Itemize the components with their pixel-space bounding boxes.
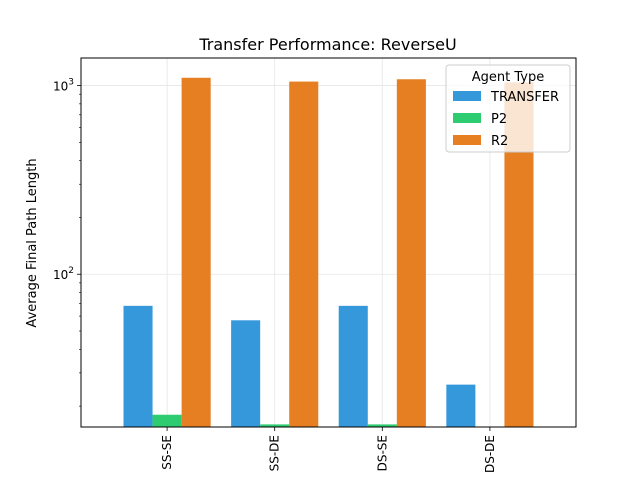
y-axis: 102 103 [53,78,81,407]
bar-transfer-ss-de [231,320,261,427]
y-tick-label: 103 [53,78,74,94]
bar-transfer-ds-se [338,305,368,427]
bar-transfer-ds-de [446,384,476,427]
legend-swatch-r2 [453,135,481,145]
legend-swatch-p2 [453,113,481,123]
legend-swatch-transfer [453,91,481,101]
x-tick-label: SS-DE [268,435,282,471]
legend-label-p2: P2 [491,112,507,127]
legend-title: Agent Type [472,70,544,85]
legend-label-r2: R2 [491,134,508,149]
plot-frame [80,57,577,428]
chart-title: Transfer Performance: ReverseU [198,35,456,54]
y-tick-label: 102 [53,266,74,282]
x-tick-label: DS-SE [375,435,389,471]
bar-transfer-ss-se [123,305,153,427]
x-tick-label: DS-DE [483,435,497,473]
bar-p2-ds-se [367,424,397,427]
legend-box [445,64,571,153]
x-axis: SS-SE SS-DE DS-SE DS-DE [160,427,497,473]
bar-r2-ss-se [181,77,211,428]
legend-label-transfer: TRANSFER [490,90,559,105]
bar-p2-ss-se [152,414,182,427]
bars [123,77,534,428]
y-axis-title: Average Final Path Length [25,158,40,327]
bar-p2-ss-de [260,424,290,427]
bar-r2-ss-de [289,81,319,428]
x-tick-label: SS-SE [160,435,174,470]
bar-r2-ds-se [396,79,426,427]
legend: Agent Type TRANSFER P2 R2 [445,64,571,153]
